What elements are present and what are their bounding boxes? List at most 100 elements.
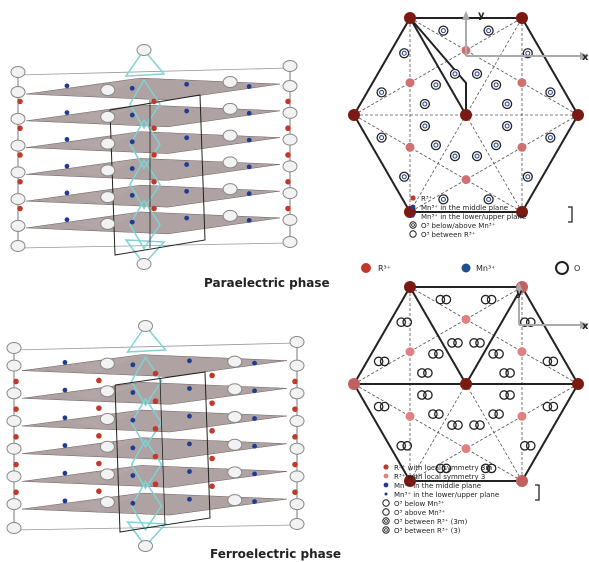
oxygen-ring: [379, 401, 390, 412]
r-atom: [292, 406, 298, 412]
mn-atom: [62, 443, 68, 448]
oxygen-atom: [6, 498, 22, 511]
mn-site: [486, 196, 492, 202]
r-atom: [152, 426, 159, 432]
r-atom: [151, 98, 157, 105]
r-site: [572, 378, 584, 390]
species-key: R³⁺ Mn³⁺ O: [361, 261, 580, 275]
r-atom: [151, 152, 157, 158]
oxygen-atom: [10, 112, 26, 125]
mn-o-planes: [21, 354, 288, 516]
oxygen-atom: [100, 217, 116, 230]
paraelectric-projection: y x: [348, 10, 589, 218]
oxygen-ring: [490, 79, 502, 91]
oxygen-atom: [6, 387, 22, 400]
x-axis-label: x: [582, 321, 589, 332]
mn-site: [474, 153, 480, 159]
oxygen-atom: [99, 496, 115, 509]
oxygen-ring: [545, 132, 556, 143]
oxygen-atom: [100, 137, 116, 150]
mn-atom: [64, 163, 70, 169]
r-site: [517, 347, 527, 357]
bipyramid: [129, 199, 161, 251]
mn-o-plane: [25, 158, 281, 181]
mn-atom: [246, 84, 252, 89]
mn-atom: [130, 417, 136, 423]
oxygen-atom: [138, 320, 153, 332]
paraelectric-label: Paraelectric phase: [204, 276, 330, 290]
oxygen-ring: [505, 368, 515, 378]
y-axis-label: y: [478, 10, 485, 21]
oxygen-atom: [227, 494, 243, 507]
oxygen-atom: [289, 415, 305, 427]
oxygen-ring: [471, 68, 483, 80]
oxygen-ring: [423, 368, 433, 378]
mn-atom: [184, 81, 190, 87]
oxygen-ring: [430, 139, 442, 151]
legend-o-between-3: O³ between R³⁺ (3): [394, 527, 461, 535]
oxygen-atom: [282, 60, 298, 72]
oxygen-atom: [6, 415, 22, 427]
oxygen-atom: [99, 468, 115, 481]
mn-atom: [129, 112, 135, 118]
legend-o-between: O³ between R³⁺: [421, 231, 476, 239]
oxygen-ring: [438, 25, 449, 36]
oxygen-atom: [10, 139, 26, 152]
oxygen-ring: [434, 409, 444, 419]
mn-site: [504, 101, 510, 107]
legend-o-below: O³ below Mn³⁺: [394, 500, 445, 508]
legend-mn-middle: Mn³⁺ in the middle plane: [394, 482, 481, 490]
oxygen-ring: [419, 120, 431, 132]
oxygen-ring: [501, 120, 513, 132]
r-atom: [152, 481, 159, 488]
mn-atom: [64, 190, 70, 196]
r-atom: [13, 406, 19, 412]
mn-site: [422, 101, 428, 107]
r-site: [517, 78, 527, 88]
mn-site: [440, 196, 446, 202]
oxygen-atom: [10, 240, 26, 252]
mn-atom: [129, 166, 135, 171]
mn-site: [474, 71, 480, 77]
mn-atom: [184, 215, 190, 221]
mn-atom: [64, 110, 70, 116]
oxygen-ring: [402, 317, 413, 328]
mn-site: [493, 82, 499, 88]
oxygen-ring: [423, 390, 433, 400]
bipyramid-bottom: [125, 521, 168, 548]
r-atom: [285, 152, 291, 158]
oxygen-ring: [449, 150, 461, 162]
r-site: [460, 109, 472, 121]
mn-atom: [129, 85, 135, 91]
r-atom: [96, 488, 102, 495]
oxygen-atom: [282, 106, 298, 119]
mn-atom: [130, 445, 136, 451]
mn-atom: [130, 473, 136, 478]
r-atom: [13, 489, 19, 496]
mn-atom: [246, 218, 252, 223]
r-atom: [209, 455, 215, 462]
mn-site: [452, 153, 458, 159]
oxygen-ring: [438, 194, 449, 205]
oxygen-atom: [227, 355, 243, 368]
oxygen-atom: [136, 258, 152, 270]
oxygen-ring: [402, 440, 413, 451]
oxygen-ring: [548, 356, 559, 367]
mn-atom: [184, 162, 190, 167]
ferroelectric-legend: R³⁺ with local symmetry 3m R³⁺ with loca…: [382, 464, 540, 535]
mn-atom: [64, 83, 70, 89]
bipyramid-top: [124, 48, 166, 77]
mn-site: [504, 123, 510, 129]
oxygen-atom: [138, 540, 153, 552]
legend-o-above: O³ above Mn³⁺: [394, 509, 446, 517]
legend-r: R³⁺: [421, 195, 433, 203]
r-atom: [96, 433, 102, 439]
oxygen-ring: [441, 294, 452, 305]
r-site: [348, 378, 360, 390]
r-atom: [17, 125, 23, 132]
oxygen-atom: [227, 438, 243, 451]
oxygen-atom: [10, 193, 26, 206]
r-atom: [96, 405, 102, 411]
mn-atom: [246, 137, 252, 143]
legend-mn-middle: Mn³⁺ in the middle plane: [421, 204, 508, 212]
